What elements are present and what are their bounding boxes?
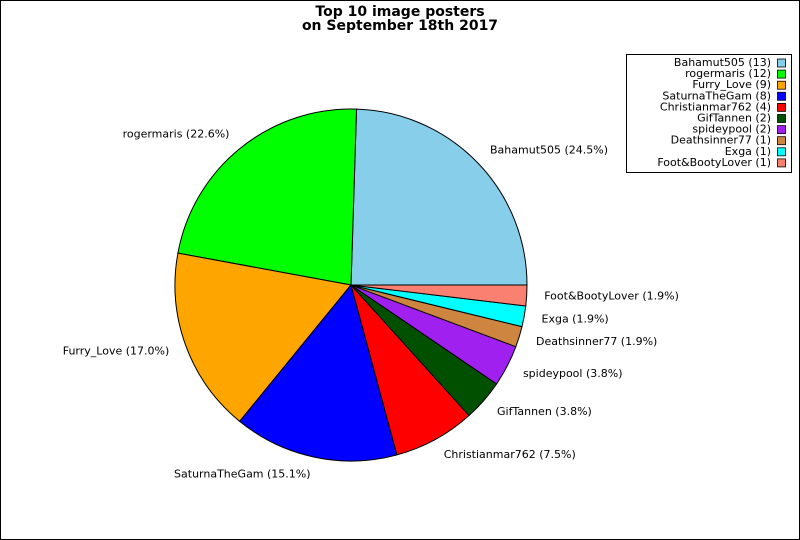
legend-swatch: [777, 114, 786, 123]
slice-label: Christianmar762 (7.5%): [444, 448, 576, 461]
legend-label: Bahamut505 (13): [674, 56, 771, 69]
legend-label: Exga (1): [725, 145, 771, 158]
slice-label: spideypool (3.8%): [523, 367, 623, 380]
slice-label: Bahamut505 (24.5%): [490, 143, 608, 156]
legend-swatch: [777, 80, 786, 90]
legend-swatch: [777, 125, 786, 134]
legend-label: Christianmar762 (4): [660, 100, 771, 113]
slice-label: rogermaris (22.6%): [123, 127, 230, 140]
slice-label: SaturnaTheGam (15.1%): [174, 467, 311, 480]
slice-label: Deathsinner77 (1.9%): [536, 335, 657, 348]
legend-swatch: [777, 147, 786, 157]
legend-label: SaturnaTheGam (8): [662, 89, 771, 102]
pie-slice: [238, 283, 398, 462]
legend-label: Furry_Love (9): [692, 78, 771, 91]
legend-swatch: [777, 69, 786, 79]
pie-slice: [174, 252, 352, 423]
slice-label: Furry_Love (17.0%): [63, 345, 170, 358]
legend-label: Deathsinner77 (1): [671, 134, 771, 147]
pie-slice: [350, 108, 528, 286]
pie-slice: [177, 108, 358, 286]
legend-label: Foot&BootyLover (1): [657, 156, 771, 169]
legend-label: spideypool (2): [692, 123, 771, 136]
legend-label: GifTannen (2): [697, 112, 771, 125]
legend-swatch: [777, 91, 786, 101]
slice-label: Foot&BootyLover (1.9%): [544, 290, 679, 303]
pie-slice: [350, 284, 528, 307]
chart-subtitle: on September 18th 2017: [302, 18, 498, 34]
slice-label: Exga (1.9%): [542, 312, 609, 325]
legend-box: [626, 54, 792, 173]
slice-label: GifTannen (3.8%): [497, 405, 592, 418]
legend-swatch: [777, 136, 786, 146]
legend-label: rogermaris (12): [685, 67, 771, 80]
legend-swatch: [777, 58, 786, 68]
legend-swatch: [777, 158, 786, 168]
chart-title: Top 10 image posters: [315, 4, 484, 20]
legend-swatch: [777, 103, 786, 112]
